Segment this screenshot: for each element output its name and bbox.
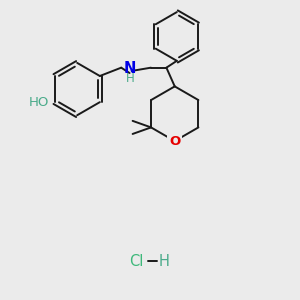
Text: H: H: [159, 254, 170, 269]
Text: N: N: [124, 61, 136, 76]
Text: Cl: Cl: [129, 254, 144, 269]
Text: O: O: [169, 135, 180, 148]
Text: H: H: [125, 72, 134, 85]
Text: HO: HO: [29, 96, 49, 109]
